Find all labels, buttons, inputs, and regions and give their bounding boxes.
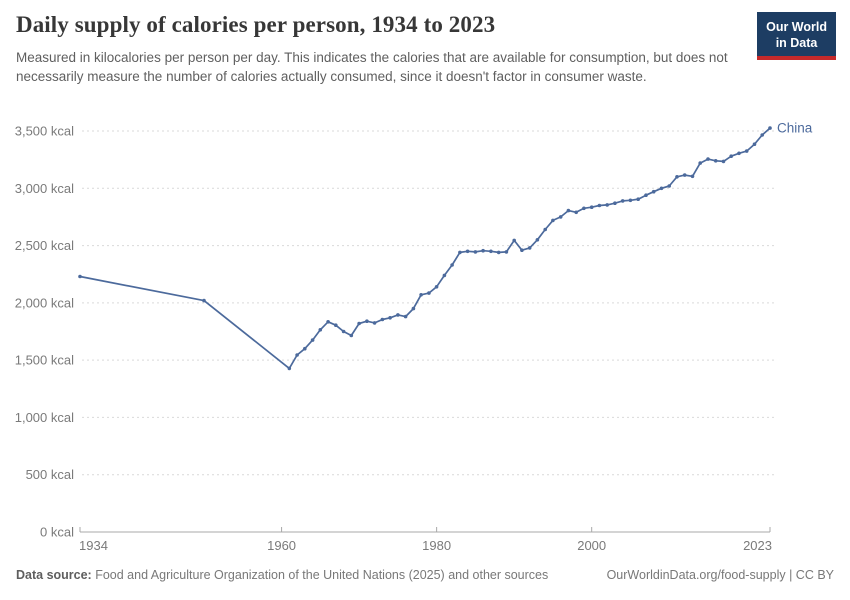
data-point[interactable] bbox=[675, 175, 679, 179]
data-line-china[interactable] bbox=[79, 127, 771, 370]
data-point[interactable] bbox=[202, 298, 206, 303]
x-tick-label: 1934 bbox=[79, 538, 108, 553]
data-point[interactable] bbox=[535, 238, 540, 242]
data-point[interactable] bbox=[357, 321, 361, 326]
data-point[interactable] bbox=[574, 210, 578, 215]
data-point[interactable] bbox=[690, 174, 695, 179]
data-point[interactable] bbox=[768, 126, 772, 130]
data-point[interactable] bbox=[489, 249, 493, 254]
data-point[interactable] bbox=[628, 198, 633, 203]
data-point[interactable] bbox=[729, 154, 733, 158]
data-point[interactable] bbox=[527, 246, 532, 250]
data-point[interactable] bbox=[582, 206, 586, 211]
series-end-label: China bbox=[777, 121, 813, 136]
data-point[interactable] bbox=[326, 320, 330, 324]
data-point[interactable] bbox=[613, 201, 617, 205]
data-point[interactable] bbox=[303, 346, 307, 351]
data-source-text: Food and Agriculture Organization of the… bbox=[91, 568, 549, 582]
data-point[interactable] bbox=[512, 238, 516, 243]
data-point[interactable] bbox=[403, 314, 408, 319]
data-point[interactable] bbox=[667, 184, 671, 188]
page-title: Daily supply of calories per person, 193… bbox=[16, 12, 496, 37]
data-point[interactable] bbox=[636, 197, 640, 201]
owid-logo-line2: in Data bbox=[775, 36, 818, 50]
data-point[interactable] bbox=[706, 157, 710, 161]
data-point[interactable] bbox=[419, 293, 423, 297]
data-point[interactable] bbox=[318, 328, 323, 332]
data-point[interactable] bbox=[504, 250, 509, 254]
data-point[interactable] bbox=[543, 227, 547, 232]
data-point[interactable] bbox=[651, 189, 656, 194]
data-point[interactable] bbox=[442, 273, 447, 278]
chart-subtitle: Measured in kilocalories per person per … bbox=[16, 50, 728, 85]
data-point[interactable] bbox=[698, 161, 702, 165]
data-point[interactable] bbox=[721, 159, 726, 164]
x-tick-label: 1980 bbox=[422, 538, 451, 553]
data-point[interactable] bbox=[744, 149, 749, 153]
data-point[interactable] bbox=[334, 323, 338, 328]
data-point[interactable] bbox=[349, 333, 354, 338]
data-point[interactable] bbox=[566, 208, 571, 213]
y-tick-label: 1,500 kcal bbox=[15, 353, 74, 368]
data-point[interactable] bbox=[620, 199, 625, 203]
data-point[interactable] bbox=[659, 186, 664, 191]
data-point[interactable] bbox=[396, 313, 400, 317]
data-point[interactable] bbox=[372, 321, 377, 325]
data-point[interactable] bbox=[380, 317, 385, 322]
data-point[interactable] bbox=[713, 159, 718, 163]
data-point[interactable] bbox=[450, 263, 454, 267]
data-source-label: Data source: bbox=[16, 568, 92, 582]
data-point[interactable] bbox=[520, 248, 524, 252]
data-point[interactable] bbox=[310, 338, 315, 342]
y-tick-label: 2,000 kcal bbox=[15, 295, 74, 310]
x-tick-label: 2023 bbox=[743, 538, 772, 553]
data-point[interactable] bbox=[473, 250, 478, 254]
data-point[interactable] bbox=[78, 274, 82, 279]
data-point[interactable] bbox=[737, 151, 741, 156]
data-point[interactable] bbox=[760, 133, 764, 137]
data-point[interactable] bbox=[295, 353, 299, 357]
owid-logo-line1: Our World bbox=[766, 20, 827, 34]
data-point[interactable] bbox=[341, 329, 346, 334]
data-point[interactable] bbox=[682, 173, 687, 177]
data-point[interactable] bbox=[558, 215, 563, 219]
data-point[interactable] bbox=[644, 193, 648, 197]
y-tick-label: 1,000 kcal bbox=[15, 410, 74, 425]
data-point[interactable] bbox=[481, 248, 485, 253]
y-tick-label: 500 kcal bbox=[26, 467, 75, 482]
data-point[interactable] bbox=[287, 366, 292, 371]
data-point[interactable] bbox=[605, 203, 609, 207]
data-point[interactable] bbox=[427, 291, 431, 295]
data-point[interactable] bbox=[465, 249, 470, 254]
chart-footer: Data source: Food and Agriculture Organi… bbox=[16, 568, 834, 582]
data-point[interactable] bbox=[752, 142, 757, 146]
x-tick-label: 1960 bbox=[267, 538, 296, 553]
y-tick-label: 3,500 kcal bbox=[15, 124, 74, 139]
data-point[interactable] bbox=[434, 285, 439, 289]
data-point[interactable] bbox=[589, 205, 594, 209]
chart-header: Daily supply of calories per person, 193… bbox=[16, 12, 728, 86]
data-source-note: Data source: Food and Agriculture Organi… bbox=[16, 568, 548, 582]
owid-cc-by-link[interactable]: OurWorldinData.org/food-supply | CC BY bbox=[606, 568, 834, 582]
y-tick-label: 3,000 kcal bbox=[15, 181, 74, 196]
y-tick-label: 2,500 kcal bbox=[15, 238, 74, 253]
y-tick-label: 0 kcal bbox=[40, 525, 74, 540]
data-point[interactable] bbox=[458, 250, 462, 255]
x-tick-label: 2000 bbox=[577, 538, 606, 553]
data-point[interactable] bbox=[551, 218, 555, 223]
data-point[interactable] bbox=[388, 316, 392, 320]
data-point[interactable] bbox=[496, 250, 501, 255]
data-point[interactable] bbox=[365, 319, 369, 324]
owid-logo[interactable]: Our World in Data bbox=[757, 12, 836, 60]
data-point[interactable] bbox=[597, 203, 602, 208]
data-point[interactable] bbox=[411, 306, 416, 311]
